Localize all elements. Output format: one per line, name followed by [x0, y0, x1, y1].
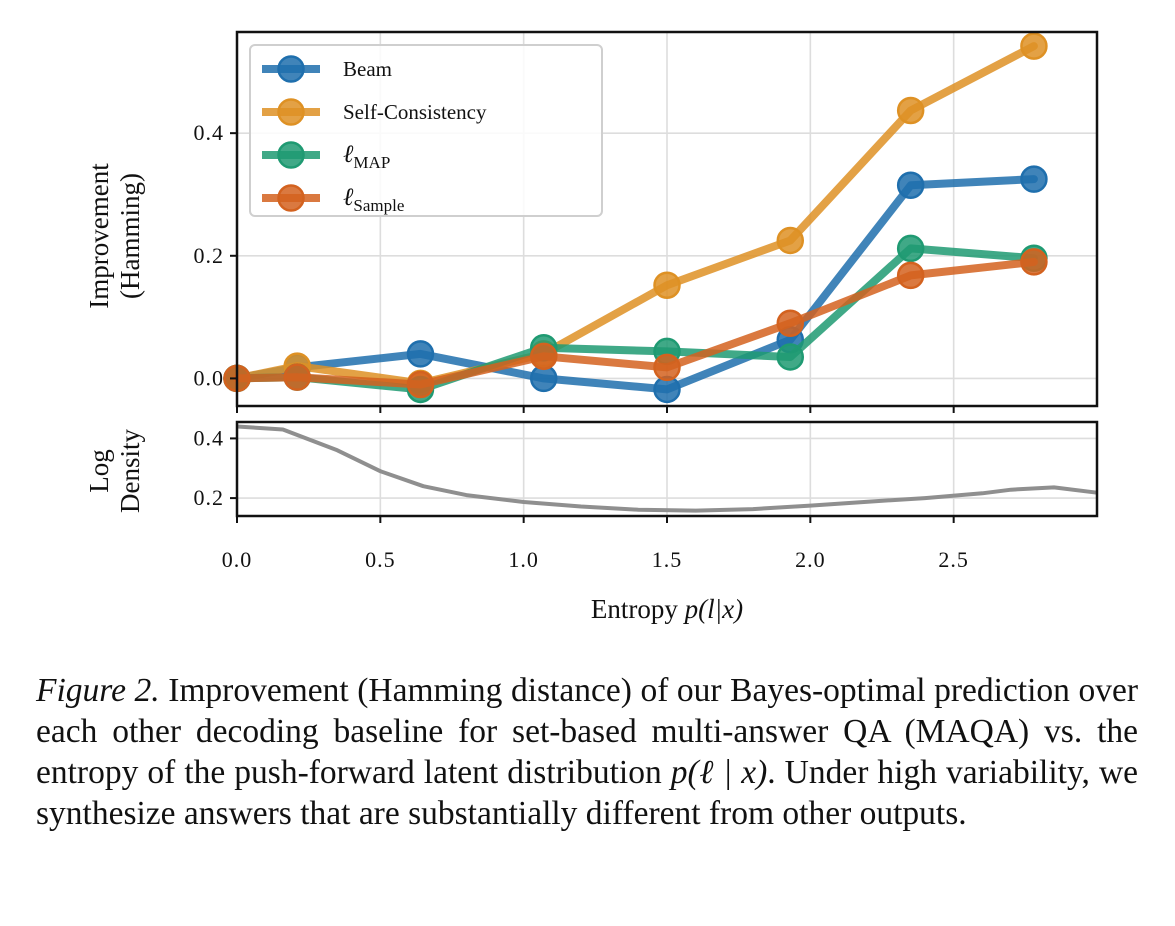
series-point-beam — [896, 171, 925, 200]
legend-label-l-map: ℓMAP — [343, 141, 390, 172]
caption-text-2: . Under high variability, we synthesize … — [36, 754, 1139, 832]
caption-label: Figure 2. — [36, 672, 160, 709]
top-ylabel-line1: Improvement — [84, 163, 114, 309]
series-point-self-consistency — [896, 96, 925, 125]
figure-chart: 0.0 0.5 1.0 1.5 2.0 2.5 0.0 0.2 0.4 0.2 0.4 Improv… — [84, 30, 1099, 624]
legend-marker-self-consistency — [277, 98, 305, 126]
series-point-self-consistency — [776, 226, 805, 255]
legend-marker-l-sample — [277, 184, 305, 212]
x-tick-label: 0.0 — [222, 547, 253, 572]
series-point-l-sample — [283, 363, 311, 391]
x-tick-label: 2.5 — [938, 547, 969, 572]
x-tick-label: 2.0 — [795, 547, 826, 572]
x-tick-label: 1.5 — [652, 547, 683, 572]
series-point-self-consistency — [1020, 32, 1048, 60]
series-point-self-consistency — [653, 271, 681, 299]
series-line-self-consistency — [233, 42, 1038, 388]
top-series-group — [223, 32, 1048, 404]
bottom-ylabel-line1: Log — [84, 449, 114, 493]
series-point-beam — [1020, 165, 1048, 193]
series-point-l-sample — [896, 261, 925, 290]
bottom-series-group — [236, 424, 1098, 513]
caption-math: p(ℓ | x) — [670, 754, 768, 791]
bottom-grid — [236, 422, 1097, 516]
x-axis-label: Entropy p(l|x) — [591, 594, 743, 624]
axis-ticks: 0.0 0.5 1.0 1.5 2.0 2.5 0.0 0.2 0.4 0.2 0.4 — [194, 120, 969, 572]
density-line — [236, 424, 1098, 513]
legend-label-self-consistency: Self-Consistency — [343, 100, 487, 124]
figure-caption: Figure 2. Improvement (Hamming distance)… — [36, 670, 1138, 834]
top-y-tick-label: 0.2 — [194, 243, 225, 268]
top-ylabel-line2: (Hamming) — [115, 173, 145, 299]
top-y-tick-label: 0.4 — [194, 120, 225, 145]
legend: Beam Self-Consistency ℓMAP ℓSample — [249, 44, 603, 217]
bottom-y-tick-label: 0.4 — [194, 425, 225, 450]
series-point-l-map — [896, 234, 925, 263]
series-point-l-map — [776, 343, 805, 371]
series-point-beam — [406, 340, 435, 368]
x-tick-label: 0.5 — [365, 547, 396, 572]
series-point-l-sample — [776, 309, 805, 337]
bottom-ylabel-line2: Density — [115, 429, 145, 513]
series-point-l-sample — [1020, 248, 1048, 276]
series-point-l-sample — [653, 353, 681, 382]
legend-marker-l-map — [277, 141, 305, 169]
bottom-y-tick-label: 0.2 — [194, 485, 225, 510]
legend-box — [249, 44, 603, 217]
caption-text-1: Improvement (Hamming distance) of our Ba… — [36, 672, 1138, 791]
series-point-l-sample — [406, 370, 435, 399]
legend-marker-beam — [277, 55, 305, 83]
legend-label-l-sample: ℓSample — [343, 184, 404, 215]
series-point-l-sample — [529, 342, 558, 371]
series-line-l-sample — [233, 257, 1038, 389]
top-y-tick-label: 0.0 — [194, 365, 225, 390]
legend-label-beam: Beam — [343, 57, 392, 81]
x-tick-label: 1.0 — [508, 547, 539, 572]
